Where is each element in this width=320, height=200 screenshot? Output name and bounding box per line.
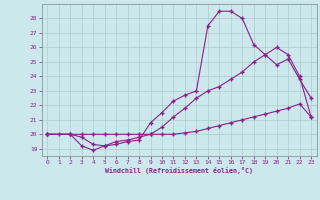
X-axis label: Windchill (Refroidissement éolien,°C): Windchill (Refroidissement éolien,°C) [105, 167, 253, 174]
